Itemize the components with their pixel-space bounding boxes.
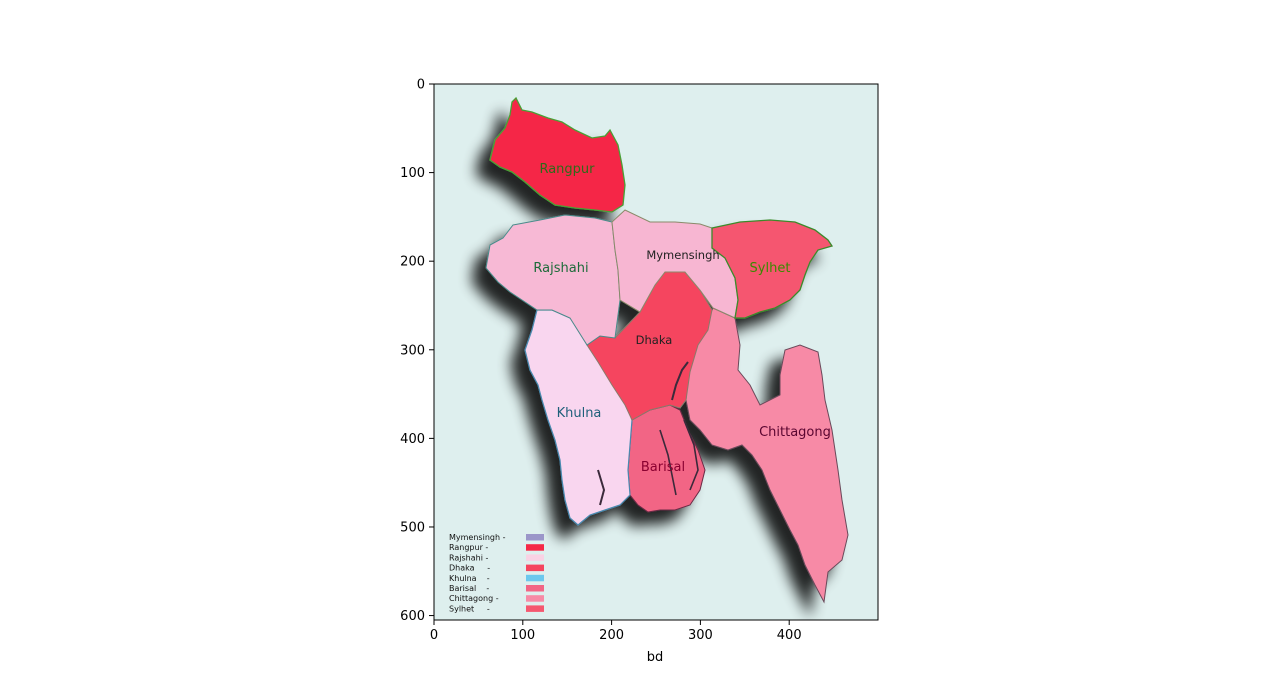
bangladesh-map xyxy=(485,96,849,604)
river-mark xyxy=(683,419,699,491)
x-axis-label: bd xyxy=(647,650,664,665)
y-tick-label: 0 xyxy=(417,78,425,93)
x-tick-label: 0 xyxy=(430,628,438,643)
map-legend: Mymensingh -Rangpur -Rajshahi - Dhaka -Kh… xyxy=(449,533,544,613)
label-barisal: Barisal xyxy=(641,460,685,475)
label-sylhet: Sylhet xyxy=(750,261,791,276)
legend-label: Rajshahi - xyxy=(449,553,488,562)
legend-label: Mymensingh - xyxy=(449,533,506,542)
legend-swatch xyxy=(526,574,544,582)
legend-label: Rangpur - xyxy=(449,543,488,552)
label-chittagong: Chittagong xyxy=(759,425,831,440)
legend-swatch xyxy=(526,534,544,541)
region-sylhet[interactable] xyxy=(711,219,834,319)
legend-swatch xyxy=(526,605,544,612)
x-tick-label: 300 xyxy=(688,628,713,643)
y-tick-label: 300 xyxy=(400,343,425,358)
region-rajshahi[interactable] xyxy=(485,214,621,346)
legend-swatch xyxy=(526,554,544,561)
label-khulna: Khulna xyxy=(557,406,602,421)
label-dhaka: Dhaka xyxy=(636,333,673,347)
y-tick-label: 600 xyxy=(400,609,425,624)
x-tick-label: 400 xyxy=(777,628,802,643)
legend-swatch xyxy=(526,544,544,551)
y-tick-label: 100 xyxy=(400,166,425,181)
region-rangpur[interactable] xyxy=(489,96,626,213)
legend-swatch xyxy=(526,595,544,602)
y-axis: 0 100 200 300 400 500 600 xyxy=(400,78,434,624)
legend-swatch xyxy=(526,585,544,592)
x-tick-label: 200 xyxy=(599,628,624,643)
region-chittagong[interactable] xyxy=(685,307,849,604)
y-tick-label: 400 xyxy=(400,432,425,447)
label-mymensingh: Mymensingh xyxy=(646,248,719,262)
region-labels: Rangpur Rajshahi Mymensingh Sylhet Dhaka… xyxy=(533,162,830,475)
legend-label: Chittagong - xyxy=(449,594,499,603)
x-axis: 0 100 200 300 400 xyxy=(430,620,802,643)
legend-label: Sylhet - xyxy=(449,604,490,613)
label-rajshahi: Rajshahi xyxy=(533,261,588,276)
y-tick-label: 500 xyxy=(400,520,425,535)
river-mark xyxy=(597,469,606,506)
river-mark xyxy=(659,429,677,496)
legend-label: Barisal - xyxy=(449,584,489,593)
x-tick-label: 100 xyxy=(510,628,535,643)
y-tick-label: 200 xyxy=(400,255,425,270)
legend-swatch xyxy=(526,564,544,572)
legend-label: Khulna - xyxy=(449,574,490,583)
axes-frame xyxy=(433,83,879,621)
label-rangpur: Rangpur xyxy=(539,162,595,177)
river-mark xyxy=(671,361,689,401)
legend-label: Dhaka - xyxy=(449,564,490,573)
